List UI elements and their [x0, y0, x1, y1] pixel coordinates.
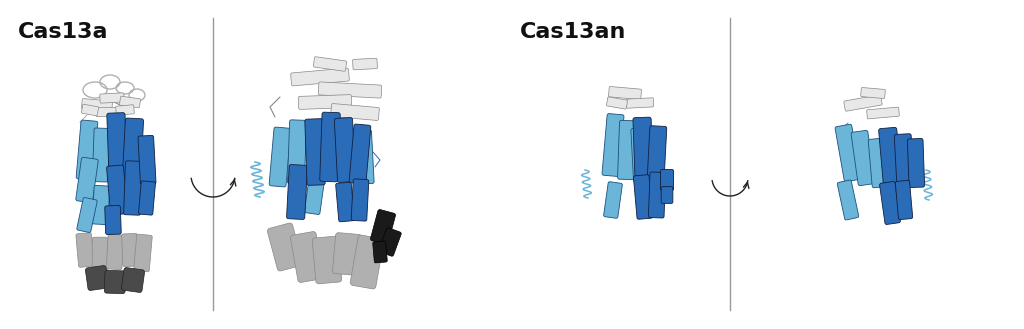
- FancyBboxPatch shape: [602, 114, 624, 176]
- FancyBboxPatch shape: [379, 228, 401, 256]
- FancyBboxPatch shape: [627, 98, 653, 108]
- FancyBboxPatch shape: [371, 210, 395, 244]
- FancyBboxPatch shape: [608, 87, 641, 99]
- FancyBboxPatch shape: [313, 57, 346, 71]
- FancyBboxPatch shape: [76, 157, 98, 203]
- FancyBboxPatch shape: [868, 138, 888, 188]
- FancyBboxPatch shape: [333, 233, 361, 275]
- FancyBboxPatch shape: [76, 120, 98, 180]
- FancyBboxPatch shape: [895, 180, 912, 219]
- FancyBboxPatch shape: [894, 134, 913, 186]
- FancyBboxPatch shape: [879, 127, 901, 185]
- FancyBboxPatch shape: [106, 113, 127, 177]
- FancyBboxPatch shape: [838, 180, 859, 220]
- FancyBboxPatch shape: [356, 130, 374, 184]
- FancyBboxPatch shape: [92, 186, 110, 225]
- FancyBboxPatch shape: [350, 235, 384, 289]
- FancyBboxPatch shape: [617, 120, 636, 180]
- FancyBboxPatch shape: [634, 175, 652, 219]
- FancyBboxPatch shape: [116, 105, 134, 115]
- FancyBboxPatch shape: [631, 128, 649, 182]
- FancyBboxPatch shape: [106, 165, 127, 215]
- FancyBboxPatch shape: [106, 234, 124, 269]
- FancyBboxPatch shape: [647, 126, 667, 180]
- FancyBboxPatch shape: [305, 119, 326, 185]
- FancyBboxPatch shape: [123, 118, 143, 178]
- FancyBboxPatch shape: [606, 97, 628, 109]
- FancyBboxPatch shape: [291, 232, 324, 283]
- FancyBboxPatch shape: [349, 124, 371, 184]
- FancyBboxPatch shape: [861, 88, 886, 98]
- FancyBboxPatch shape: [122, 234, 138, 266]
- FancyBboxPatch shape: [120, 96, 140, 108]
- FancyBboxPatch shape: [836, 124, 861, 182]
- FancyBboxPatch shape: [880, 182, 900, 224]
- FancyBboxPatch shape: [92, 237, 108, 273]
- FancyBboxPatch shape: [288, 120, 306, 184]
- FancyBboxPatch shape: [99, 93, 124, 103]
- FancyBboxPatch shape: [351, 179, 369, 221]
- FancyBboxPatch shape: [335, 117, 355, 182]
- FancyBboxPatch shape: [138, 181, 156, 215]
- FancyBboxPatch shape: [134, 234, 153, 272]
- FancyBboxPatch shape: [92, 128, 110, 182]
- Text: Cas13an: Cas13an: [520, 22, 627, 42]
- FancyBboxPatch shape: [76, 233, 94, 267]
- FancyBboxPatch shape: [851, 130, 874, 186]
- FancyBboxPatch shape: [82, 104, 98, 116]
- FancyBboxPatch shape: [124, 161, 142, 215]
- FancyBboxPatch shape: [267, 223, 303, 271]
- FancyBboxPatch shape: [312, 236, 342, 284]
- FancyBboxPatch shape: [660, 169, 674, 190]
- FancyBboxPatch shape: [104, 206, 121, 235]
- FancyBboxPatch shape: [298, 95, 351, 109]
- FancyBboxPatch shape: [77, 197, 97, 233]
- FancyBboxPatch shape: [352, 58, 378, 70]
- FancyBboxPatch shape: [662, 187, 673, 203]
- FancyBboxPatch shape: [633, 117, 653, 177]
- FancyBboxPatch shape: [82, 99, 113, 112]
- Text: Cas13a: Cas13a: [18, 22, 109, 42]
- FancyBboxPatch shape: [122, 267, 144, 292]
- FancyBboxPatch shape: [291, 68, 349, 86]
- FancyBboxPatch shape: [269, 127, 291, 187]
- FancyBboxPatch shape: [648, 172, 666, 218]
- FancyBboxPatch shape: [104, 270, 126, 294]
- FancyBboxPatch shape: [138, 136, 156, 185]
- FancyBboxPatch shape: [336, 182, 354, 222]
- FancyBboxPatch shape: [96, 108, 118, 116]
- FancyBboxPatch shape: [287, 164, 307, 219]
- FancyBboxPatch shape: [331, 104, 379, 120]
- FancyBboxPatch shape: [318, 82, 382, 98]
- FancyBboxPatch shape: [907, 139, 925, 188]
- FancyBboxPatch shape: [844, 95, 882, 111]
- FancyBboxPatch shape: [604, 182, 623, 218]
- FancyBboxPatch shape: [866, 107, 899, 119]
- FancyBboxPatch shape: [304, 169, 326, 215]
- FancyBboxPatch shape: [85, 266, 109, 291]
- FancyBboxPatch shape: [373, 241, 387, 263]
- FancyBboxPatch shape: [319, 112, 340, 182]
